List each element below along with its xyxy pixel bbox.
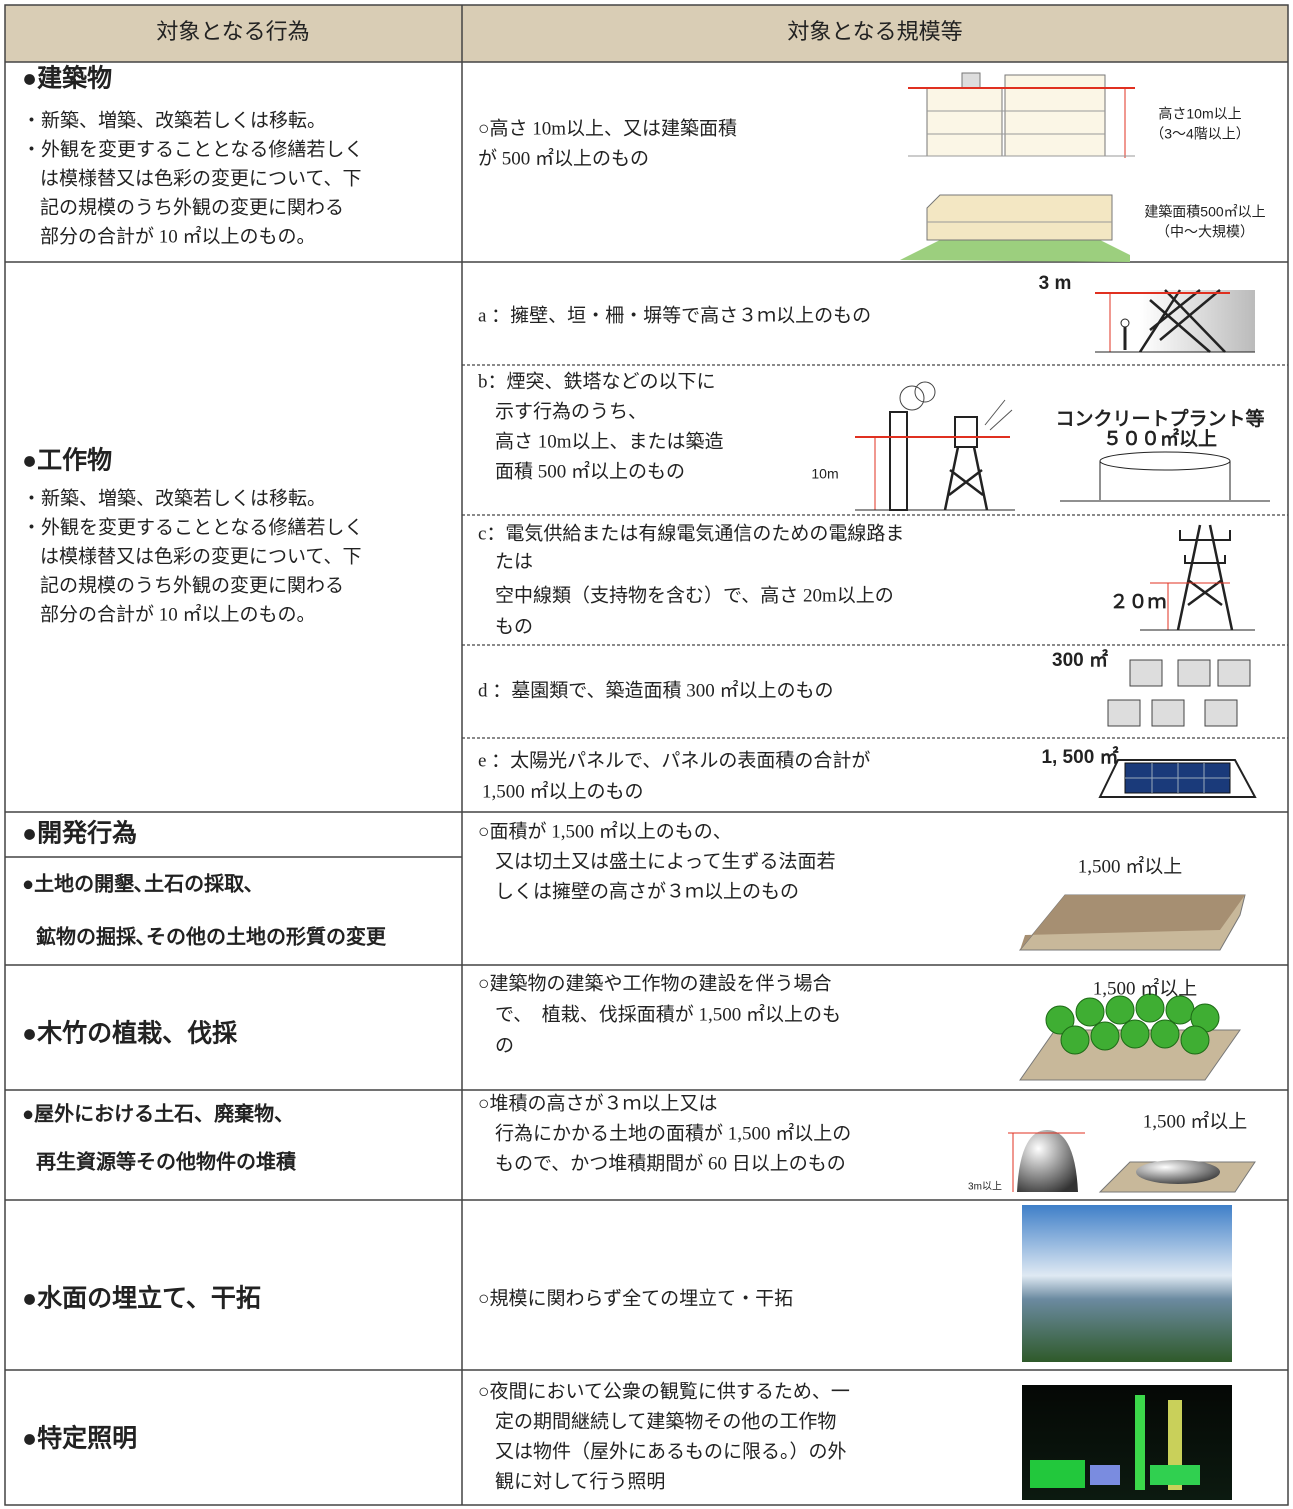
illustration-graves (1107, 659, 1251, 727)
description-line: ○高さ 10m以上、又は建築面積 (478, 117, 737, 139)
note-line: ・外観を変更することとなる修繕若しく (22, 516, 363, 538)
note-line: は模様替又は色彩の変更について、下 (40, 545, 361, 567)
illustration-label: 高さ10m以上 (1158, 106, 1241, 122)
note-line: 部分の合計が 10 ㎡以上のもの。 (40, 602, 316, 625)
row-title: ●木竹の植栽、伐採 (22, 1019, 238, 1048)
item-line: 空中線類（支持物を含む）で、高さ 20m以上の (495, 584, 894, 606)
item-line: もの (495, 616, 533, 637)
row-subtitle: ●土地の開墾､土石の採取､ (22, 871, 254, 895)
note-line: ・外観を変更することとなる修繕若しく (22, 138, 363, 160)
description-line: もので、かつ堆積期間が 60 日以上のもの (495, 1152, 846, 1174)
illustration-piles (1008, 1130, 1256, 1193)
note-line: 記の規模のうち外観の変更に関わる (40, 196, 344, 218)
description-line: 定の期間継続して建築物その他の工作物 (495, 1410, 836, 1432)
illustration-label: コンクリートプラント等 (1055, 407, 1264, 430)
illustration-label: 10m (811, 466, 838, 482)
description-line: 又は物件（屋外にあるものに限る。）の外 (495, 1440, 847, 1462)
description-line: ○規模に関わらず全ての埋立て・干拓 (478, 1287, 793, 1309)
note-line: 記の規模のうち外観の変更に関わる (40, 574, 344, 596)
row-subtitle: 鉱物の掘採､その他の土地の形質の変更 (36, 924, 387, 948)
note-line: ・新築、増築、改築若しくは移転。 (22, 109, 326, 131)
item-line: c：電気供給または有線電気通信のための電線路ま (478, 522, 904, 544)
description-line: 行為にかかる土地の面積が 1,500 ㎡以上の (495, 1121, 851, 1144)
item-line: 面積 500 ㎡以上のもの (495, 459, 685, 482)
illustration-label: 1,500 ㎡以上 (1093, 976, 1198, 999)
description-line: の (495, 1035, 514, 1056)
description-line: 観に対して行う照明 (495, 1470, 665, 1492)
row-title: 再生資源等その他物件の堆積 (36, 1149, 297, 1173)
description-line: しくは擁壁の高さが３ｍ以上のもの (495, 880, 799, 902)
row-title: ●建築物 (22, 64, 112, 93)
illustration-label: 3 m (1039, 273, 1072, 294)
illustration-label: 建築面積500㎡以上 (1144, 204, 1265, 220)
description-line: ○夜間において公衆の観覧に供するため、一 (478, 1380, 850, 1402)
illustration-label: 300 ㎡ (1052, 648, 1108, 671)
note-line: ・新築、増築、改築若しくは移転。 (22, 487, 326, 509)
photo-reclamation (1022, 1205, 1232, 1362)
item-line: 示す行為のうち、 (495, 400, 647, 422)
illustration-pylon (1140, 524, 1255, 631)
illustration-label: 3m以上 (968, 1181, 1002, 1193)
illustration-wall (1095, 289, 1255, 353)
illustration-land (1018, 894, 1246, 951)
row-title: ●開発行為 (22, 819, 137, 848)
item-line: a ：擁壁、垣・柵・塀等で高さ３ｍ以上のもの (478, 304, 871, 326)
item-line: b：煙突、鉄塔などの以下に (478, 370, 716, 392)
illustration-buildings (900, 72, 1135, 262)
item-line: d ：墓園類で、築造面積 300 ㎡以上のもの (478, 678, 834, 701)
illustration-label: 1, 500 ㎡ (1041, 745, 1118, 768)
header-left: 対象となる行為 (156, 19, 309, 44)
item-line: たは (495, 551, 533, 572)
illustration-chimney (855, 381, 1270, 511)
row-title: ●工作物 (22, 447, 112, 475)
description-line: 又は切土又は盛土によって生ずる法面若 (495, 850, 835, 872)
note-line: は模様替又は色彩の変更について、下 (40, 167, 361, 189)
description-line: ○建築物の建築や工作物の建設を伴う場合 (478, 972, 831, 994)
photo-lighting (1022, 1385, 1232, 1500)
header-right: 対象となる規模等 (787, 19, 962, 44)
item-line: 高さ 10m以上、または築造 (495, 430, 724, 452)
header-bg (5, 5, 1288, 62)
table-rules (4, 4, 1289, 1506)
note-line: 部分の合計が 10 ㎡以上のもの。 (40, 224, 316, 247)
illustration-label: （中～大規模） (1156, 224, 1254, 240)
illustration-trees (1019, 993, 1241, 1081)
item-line: 1,500 ㎡以上のもの (482, 779, 644, 802)
description-line: ○堆積の高さが３ｍ以上又は (478, 1092, 717, 1114)
illustration-label: （3～4階以上） (1150, 126, 1250, 142)
row-title: ●屋外における土石、廃棄物、 (22, 1101, 294, 1125)
description-line: で、 植栽、伐採面積が 1,500 ㎡以上のも (495, 1002, 841, 1025)
illustration-label: 1,500 ㎡以上 (1078, 854, 1183, 877)
illustration-label: ２０ｍ (1109, 592, 1166, 613)
description-line: が 500 ㎡以上のもの (478, 146, 649, 169)
description-line: ○面積が 1,500 ㎡以上のもの、 (478, 819, 732, 842)
item-line: e ：太陽光パネルで、パネルの表面積の合計が (478, 749, 870, 771)
row-title: ●水面の埋立て、干拓 (22, 1284, 261, 1313)
row-title: ●特定照明 (22, 1424, 137, 1453)
illustration-solar (1098, 759, 1257, 798)
illustration-label: ５００㎡以上 (1103, 427, 1217, 450)
illustration-label: 1,500 ㎡以上 (1143, 1109, 1248, 1132)
